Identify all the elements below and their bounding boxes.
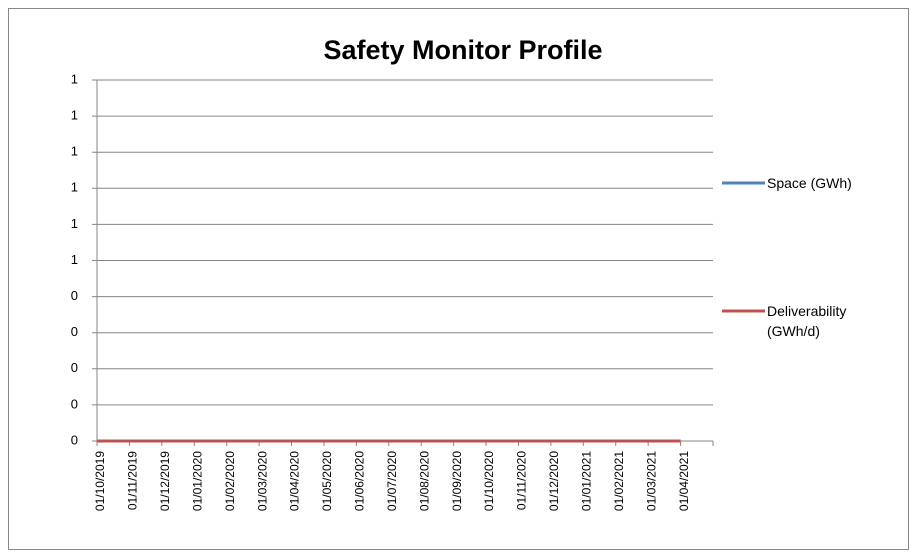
- x-tick-label: 01/11/2019: [126, 451, 140, 510]
- x-tick-label: 01/05/2020: [320, 451, 334, 511]
- chart-border: [8, 8, 909, 550]
- x-tick-label: 01/06/2020: [353, 451, 367, 511]
- x-tick-label: 01/04/2021: [677, 451, 691, 511]
- y-tick-label: 0: [71, 288, 78, 303]
- y-tick-label: 0: [71, 360, 78, 375]
- x-tick-label: 01/01/2021: [579, 451, 593, 511]
- legend-label: Deliverability (GWh/d): [767, 303, 847, 339]
- y-tick-label: 0: [71, 324, 78, 339]
- legend-label: Space (GWh): [767, 175, 852, 191]
- y-tick-label: 0: [71, 396, 78, 411]
- x-tick-label: 01/04/2020: [288, 451, 302, 511]
- x-tick-label: 01/03/2020: [255, 451, 269, 511]
- x-tick-label: 01/02/2021: [612, 451, 626, 511]
- y-tick-label: 1: [71, 108, 78, 123]
- y-tick-label: 1: [71, 71, 78, 86]
- y-tick-label: 1: [71, 144, 78, 159]
- x-tick-label: 01/12/2019: [158, 451, 172, 511]
- x-tick-label: 01/03/2021: [644, 451, 658, 511]
- x-tick-label: 01/12/2020: [547, 451, 561, 511]
- x-tick-label: 01/11/2020: [515, 451, 529, 510]
- x-tick-label: 01/07/2020: [385, 451, 399, 511]
- x-tick-label: 01/10/2019: [93, 451, 107, 511]
- chart-title: Safety Monitor Profile: [323, 35, 602, 65]
- y-tick-label: 1: [71, 216, 78, 231]
- x-tick-label: 01/10/2020: [482, 451, 496, 511]
- x-tick-label: 01/02/2020: [223, 451, 237, 511]
- x-tick-label: 01/09/2020: [450, 451, 464, 511]
- y-tick-label: 0: [71, 432, 78, 447]
- x-tick-label: 01/01/2020: [190, 451, 204, 511]
- y-tick-label: 1: [71, 180, 78, 195]
- y-tick-label: 1: [71, 252, 78, 267]
- x-tick-label: 01/08/2020: [417, 451, 431, 511]
